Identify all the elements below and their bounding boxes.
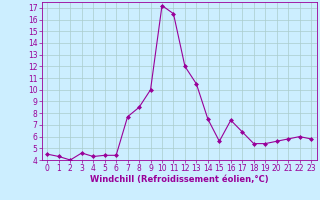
X-axis label: Windchill (Refroidissement éolien,°C): Windchill (Refroidissement éolien,°C): [90, 175, 268, 184]
